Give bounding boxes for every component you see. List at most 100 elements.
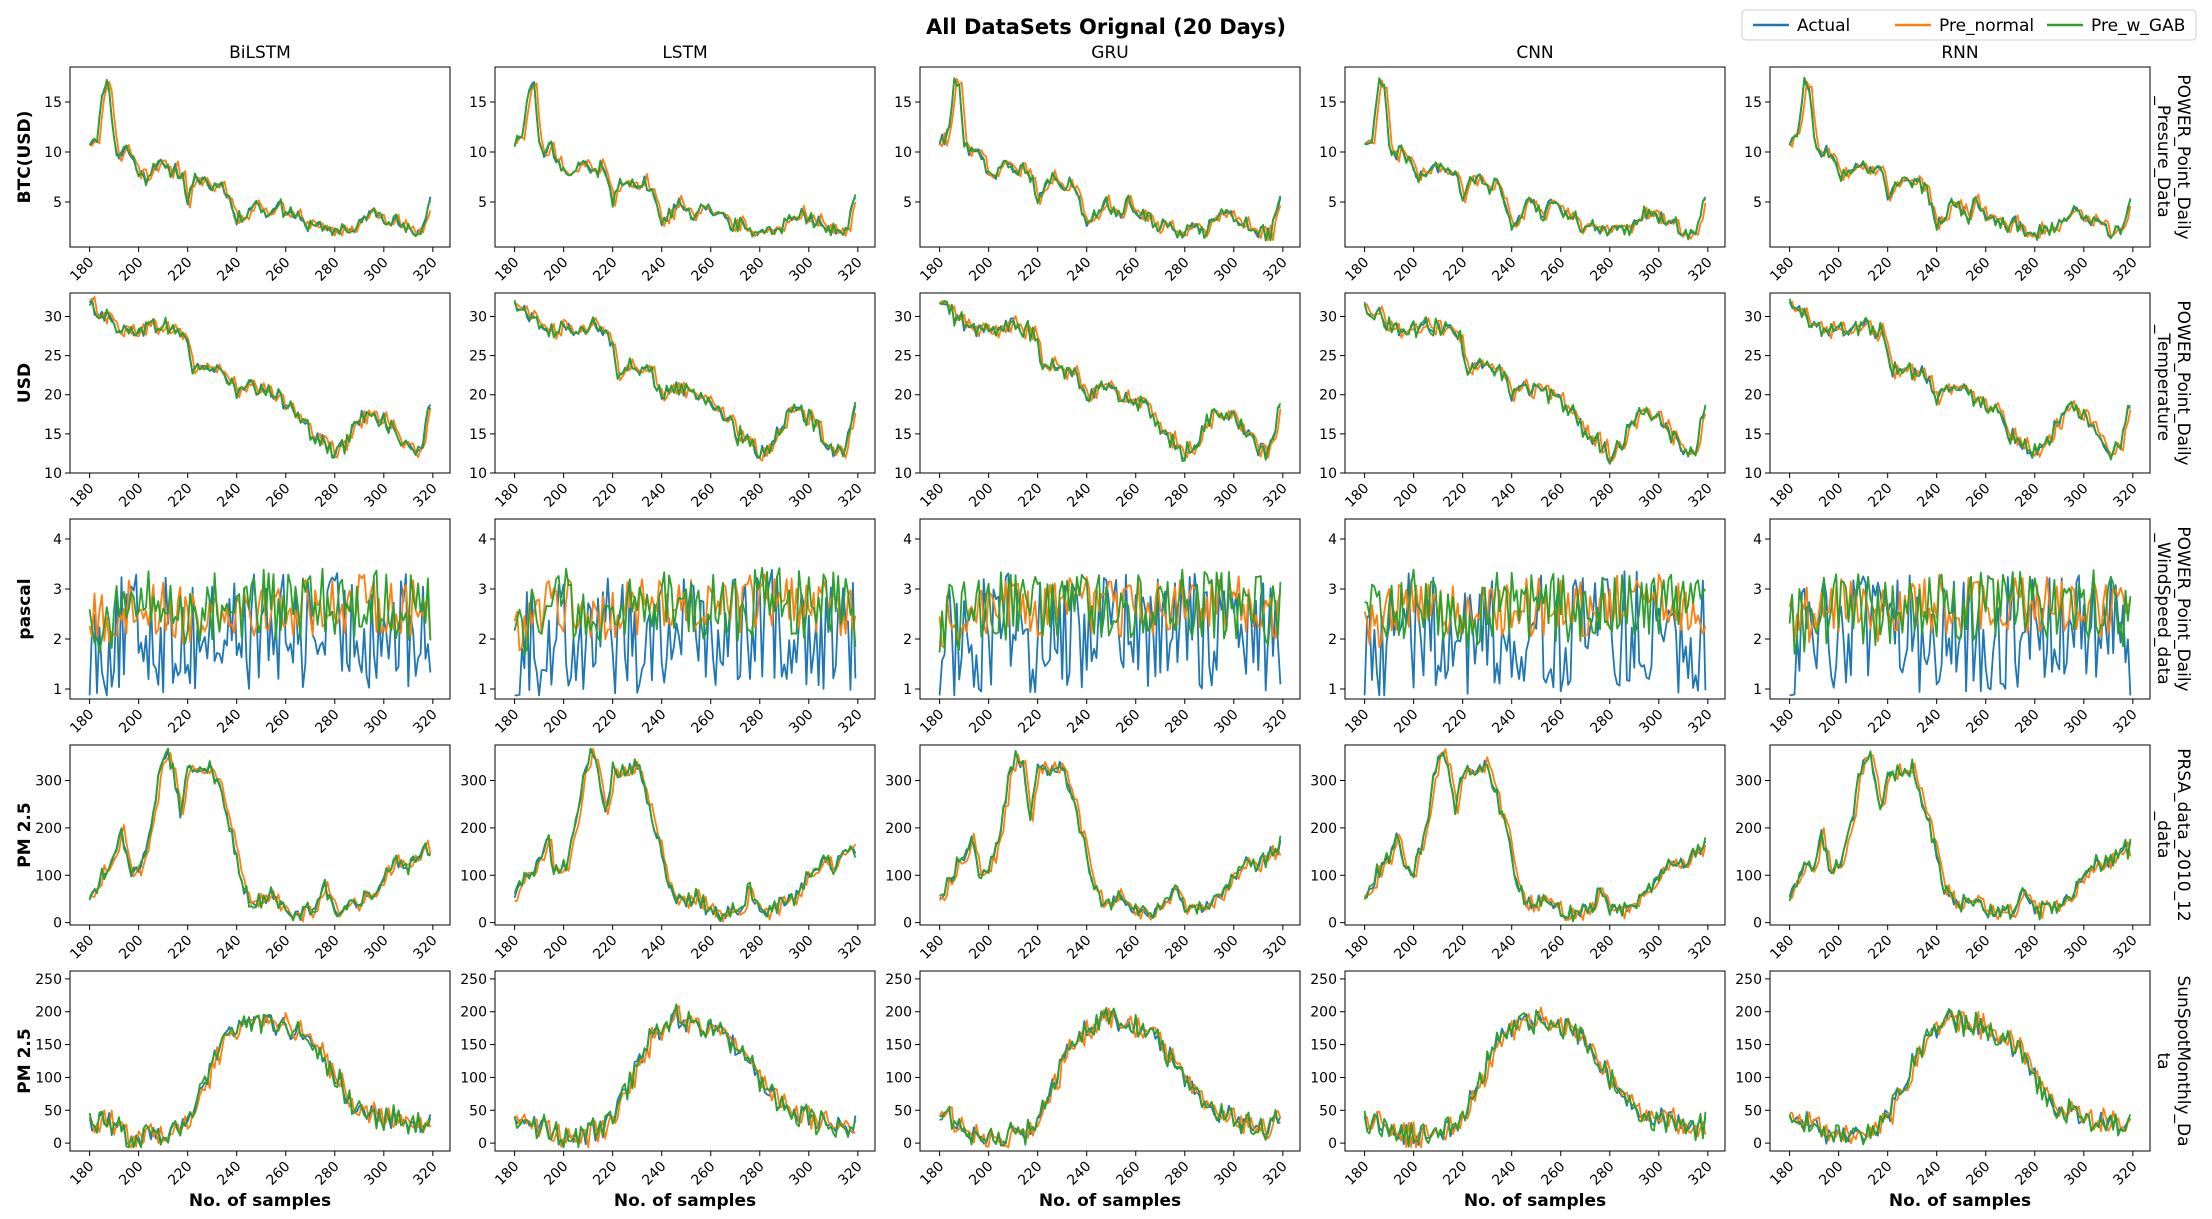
- y-tick-label: 3: [1328, 582, 1337, 598]
- y-tick-label: 100: [1310, 868, 1337, 884]
- y-tick-label: 150: [1735, 1038, 1762, 1054]
- y-tick-label: 10: [44, 145, 62, 161]
- y-tick-label: 20: [44, 388, 62, 404]
- y-tick-label: 0: [1328, 916, 1337, 932]
- y-tick-label: 3: [1753, 582, 1762, 598]
- dataset-label-line: POWER_Point_Daily: [2173, 526, 2193, 691]
- y-tick-label: 15: [469, 95, 487, 111]
- y-tick-label: 15: [894, 427, 912, 443]
- legend-label: Pre_w_GAB: [2091, 16, 2185, 36]
- y-tick-label: 20: [1319, 388, 1337, 404]
- dataset-label-line: _Presure_Data: [2153, 95, 2173, 217]
- y-tick-label: 15: [469, 427, 487, 443]
- y-tick-label: 0: [478, 916, 487, 932]
- plot-frame: [1769, 292, 2151, 474]
- y-tick-label: 2: [1753, 632, 1762, 648]
- plot-frame: [1769, 518, 2151, 700]
- y-tick-label: 25: [894, 349, 912, 365]
- dataset-label: PRSA_data_2010_12_data: [2153, 748, 2193, 922]
- y-tick-label: 1: [1328, 682, 1337, 698]
- y-tick-label: 100: [35, 868, 62, 884]
- plot-frame: [1344, 970, 1726, 1152]
- y-tick-label: 300: [1310, 774, 1337, 790]
- plot-frame: [69, 292, 451, 474]
- plot-frame: [69, 66, 451, 248]
- plot-frame: [919, 292, 1301, 474]
- y-tick-label: 5: [53, 195, 62, 211]
- y-tick-label: 0: [53, 916, 62, 932]
- series-line-pre-w-gab: [1364, 77, 1707, 241]
- y-tick-label: 2: [903, 632, 912, 648]
- series-line-pre-w-gab: [1788, 76, 2132, 242]
- column-title: CNN: [1516, 43, 1553, 63]
- y-tick-label: 50: [1744, 1103, 1762, 1119]
- y-tick-label: 25: [469, 349, 487, 365]
- y-tick-label: 0: [903, 1136, 912, 1152]
- y-tick-label: 0: [1753, 1136, 1762, 1152]
- series-line-pre-normal: [514, 1005, 856, 1149]
- x-axis-label: No. of samples: [1039, 1191, 1181, 1211]
- y-tick-label: 100: [35, 1070, 62, 1086]
- y-tick-label: 200: [35, 821, 62, 837]
- y-tick-label: 200: [1735, 821, 1762, 837]
- y-tick-label: 5: [1328, 195, 1337, 211]
- plot-frame: [494, 66, 876, 248]
- y-tick-label: 200: [1310, 821, 1337, 837]
- series-line-pre-w-gab: [513, 83, 857, 238]
- plot-frame: [494, 292, 876, 474]
- y-tick-label: 300: [1735, 774, 1762, 790]
- series-line-pre-w-gab: [513, 747, 857, 923]
- y-tick-label: 2: [478, 632, 487, 648]
- series-line-pre-w-gab: [1364, 568, 1707, 648]
- plot-frame: [69, 970, 451, 1152]
- plot-frame: [1769, 970, 2151, 1152]
- plot-frame: [919, 970, 1301, 1152]
- series-line-pre-w-gab: [939, 1006, 1281, 1147]
- y-tick-label: 200: [1310, 1005, 1337, 1021]
- series-line-pre-w-gab: [88, 300, 431, 459]
- y-tick-label: 10: [1744, 145, 1762, 161]
- y-tick-label: 15: [44, 427, 62, 443]
- series-line-pre-w-gab: [1788, 298, 2131, 461]
- y-tick-label: 4: [903, 532, 912, 548]
- y-tick-label: 0: [478, 1136, 487, 1152]
- y-tick-label: 2: [53, 632, 62, 648]
- y-tick-label: 10: [1744, 466, 1762, 482]
- dataset-label-line: ta: [2153, 1052, 2173, 1069]
- y-tick-label: 4: [478, 532, 487, 548]
- legend-label: Pre_normal: [1939, 16, 2034, 36]
- series-line-pre-w-gab: [939, 300, 1282, 463]
- plot-frame: [69, 744, 451, 926]
- y-tick-label: 10: [469, 466, 487, 482]
- series-line-pre-w-gab: [513, 299, 857, 459]
- y-tick-label: 250: [35, 972, 62, 988]
- x-axis-label: No. of samples: [1889, 1191, 2031, 1211]
- y-tick-label: 15: [894, 95, 912, 111]
- y-tick-label: 3: [478, 582, 487, 598]
- y-tick-label: 5: [1753, 195, 1762, 211]
- row-ylabel: PM 2.5: [15, 1028, 35, 1093]
- series-line-pre-normal: [1363, 573, 1707, 649]
- y-tick-label: 10: [1319, 466, 1337, 482]
- y-tick-label: 250: [460, 972, 487, 988]
- plot-frame: [494, 744, 876, 926]
- y-tick-label: 250: [885, 972, 912, 988]
- y-tick-label: 30: [44, 309, 62, 325]
- y-tick-label: 3: [53, 582, 62, 598]
- y-tick-label: 3: [903, 582, 912, 598]
- y-tick-label: 5: [478, 195, 487, 211]
- series-line-pre-w-gab: [88, 78, 432, 238]
- dataset-label-line: SunSpotMonthly_Da: [2173, 975, 2193, 1146]
- y-tick-label: 10: [469, 145, 487, 161]
- y-tick-label: 1: [1753, 682, 1762, 698]
- y-tick-label: 100: [460, 1070, 487, 1086]
- y-tick-label: 200: [885, 821, 912, 837]
- series-line-pre-normal: [1788, 573, 2132, 643]
- y-tick-label: 200: [35, 1005, 62, 1021]
- y-tick-label: 300: [460, 774, 487, 790]
